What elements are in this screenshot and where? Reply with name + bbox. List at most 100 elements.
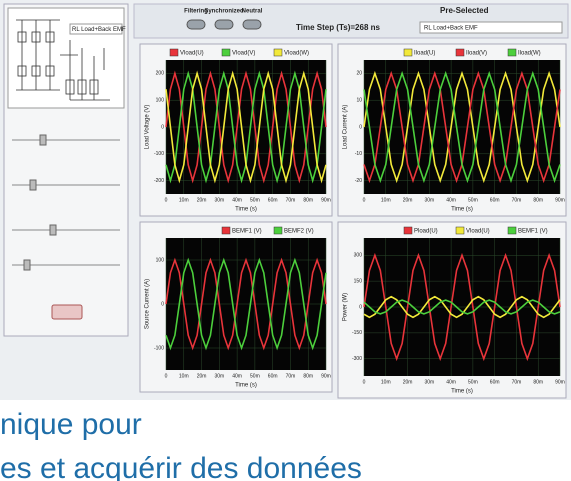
legend-label: BEMF1 (V) <box>232 229 262 235</box>
y-axis-label: Power (W) <box>343 293 349 321</box>
legend-swatch <box>222 227 230 234</box>
toggle-label: Synchronized <box>204 9 244 15</box>
legend-swatch <box>404 49 412 56</box>
x-tick-label: 60m <box>268 197 278 203</box>
x-tick-label: 10m <box>381 197 391 203</box>
x-tick-label: 70m <box>512 197 522 203</box>
page: RL Load+Back EMF FilteringSynchronizedNe… <box>0 0 571 481</box>
x-tick-label: 60m <box>490 197 500 203</box>
x-tick-label: 90m <box>321 373 331 379</box>
y-tick-label: 10 <box>356 98 362 104</box>
x-axis-label: Time (s) <box>235 207 257 213</box>
x-tick-label: 20m <box>197 373 207 379</box>
preset-dropdown[interactable]: RL Load+Back EMF <box>424 26 478 32</box>
x-tick-label: 50m <box>468 379 478 385</box>
x-tick-label: 90m <box>555 197 565 203</box>
y-tick-label: -10 <box>355 151 362 157</box>
x-tick-label: 60m <box>490 379 500 385</box>
time-step: Time Step (Ts)=268 ns <box>296 23 381 32</box>
x-tick-label: 50m <box>468 197 478 203</box>
x-tick-label: 50m <box>250 373 260 379</box>
x-tick-label: 90m <box>555 379 565 385</box>
legend-swatch <box>274 49 282 56</box>
legend-label: Vload(U) <box>466 229 490 235</box>
x-tick-label: 30m <box>424 379 434 385</box>
y-tick-label: 0 <box>359 124 362 130</box>
x-tick-label: 30m <box>214 373 224 379</box>
y-tick-label: -200 <box>154 178 164 184</box>
stop-button[interactable] <box>52 305 82 319</box>
y-tick-label: -100 <box>154 345 164 351</box>
legend-label: Iload(W) <box>518 51 541 57</box>
slider-thumb[interactable] <box>40 135 46 145</box>
legend-label: Iload(V) <box>466 51 487 57</box>
x-tick-label: 40m <box>446 197 456 203</box>
slider-thumb[interactable] <box>50 225 56 235</box>
caption-line: nique pour <box>0 408 142 441</box>
x-tick-label: 80m <box>533 197 543 203</box>
y-tick-label: 200 <box>156 71 165 77</box>
x-tick-label: 0 <box>165 373 168 379</box>
y-tick-label: -20 <box>355 178 362 184</box>
x-tick-label: 20m <box>403 379 413 385</box>
x-tick-label: 50m <box>250 197 260 203</box>
x-tick-label: 70m <box>286 373 296 379</box>
slider-thumb[interactable] <box>30 180 36 190</box>
caption-line: es et acquérir des données <box>0 452 362 481</box>
x-tick-label: 30m <box>214 197 224 203</box>
legend-label: Vload(V) <box>232 51 255 57</box>
y-axis-label: Load Current (A) <box>343 105 349 150</box>
x-tick-label: 0 <box>363 197 366 203</box>
legend-swatch <box>456 227 464 234</box>
legend-label: Pload(U) <box>414 229 438 235</box>
legend-swatch <box>222 49 230 56</box>
x-tick-label: 0 <box>363 379 366 385</box>
legend-label: Vload(W) <box>284 51 309 57</box>
x-tick-label: 20m <box>197 197 207 203</box>
x-tick-label: 80m <box>533 379 543 385</box>
y-tick-label: 0 <box>161 124 164 130</box>
y-tick-label: 150 <box>354 278 363 284</box>
x-axis-label: Time (s) <box>451 207 473 213</box>
x-tick-label: 70m <box>512 379 522 385</box>
x-tick-label: 20m <box>403 197 413 203</box>
x-tick-label: 10m <box>381 379 391 385</box>
y-tick-label: -100 <box>154 151 164 157</box>
toggle-switch[interactable] <box>215 20 233 29</box>
toggle-switch[interactable] <box>187 20 205 29</box>
toggle-label: Neutral <box>242 9 263 15</box>
x-axis-label: Time (s) <box>235 383 257 389</box>
legend-swatch <box>508 227 516 234</box>
x-tick-label: 40m <box>446 379 456 385</box>
x-tick-label: 0 <box>165 197 168 203</box>
legend-label: Vload(U) <box>180 51 204 57</box>
y-tick-label: 100 <box>156 257 165 263</box>
y-tick-label: 100 <box>156 98 165 104</box>
legend-swatch <box>404 227 412 234</box>
legend-label: Iload(U) <box>414 51 435 57</box>
circuit-dropdown[interactable]: RL Load+Back EMF <box>72 27 126 33</box>
legend-swatch <box>170 49 178 56</box>
x-tick-label: 40m <box>232 373 242 379</box>
y-tick-label: 0 <box>359 304 362 310</box>
legend-swatch <box>274 227 282 234</box>
x-tick-label: 70m <box>286 197 296 203</box>
y-axis-label: Load Voltage (V) <box>145 105 151 150</box>
y-tick-label: 300 <box>354 253 363 259</box>
y-tick-label: -150 <box>352 330 362 336</box>
slider-thumb[interactable] <box>24 260 30 270</box>
y-axis-label: Source Current (A) <box>145 279 151 329</box>
legend-label: BEMF2 (V) <box>284 229 314 235</box>
x-tick-label: 10m <box>179 373 189 379</box>
toggle-switch[interactable] <box>243 20 261 29</box>
x-tick-label: 80m <box>303 197 313 203</box>
x-tick-label: 40m <box>232 197 242 203</box>
x-tick-label: 90m <box>321 197 331 203</box>
x-tick-label: 60m <box>268 373 278 379</box>
y-tick-label: 0 <box>161 301 164 307</box>
y-tick-label: 20 <box>356 71 362 77</box>
legend-swatch <box>456 49 464 56</box>
preset-label: Pre-Selected <box>440 6 489 15</box>
x-tick-label: 10m <box>179 197 189 203</box>
y-tick-label: -300 <box>352 356 362 362</box>
